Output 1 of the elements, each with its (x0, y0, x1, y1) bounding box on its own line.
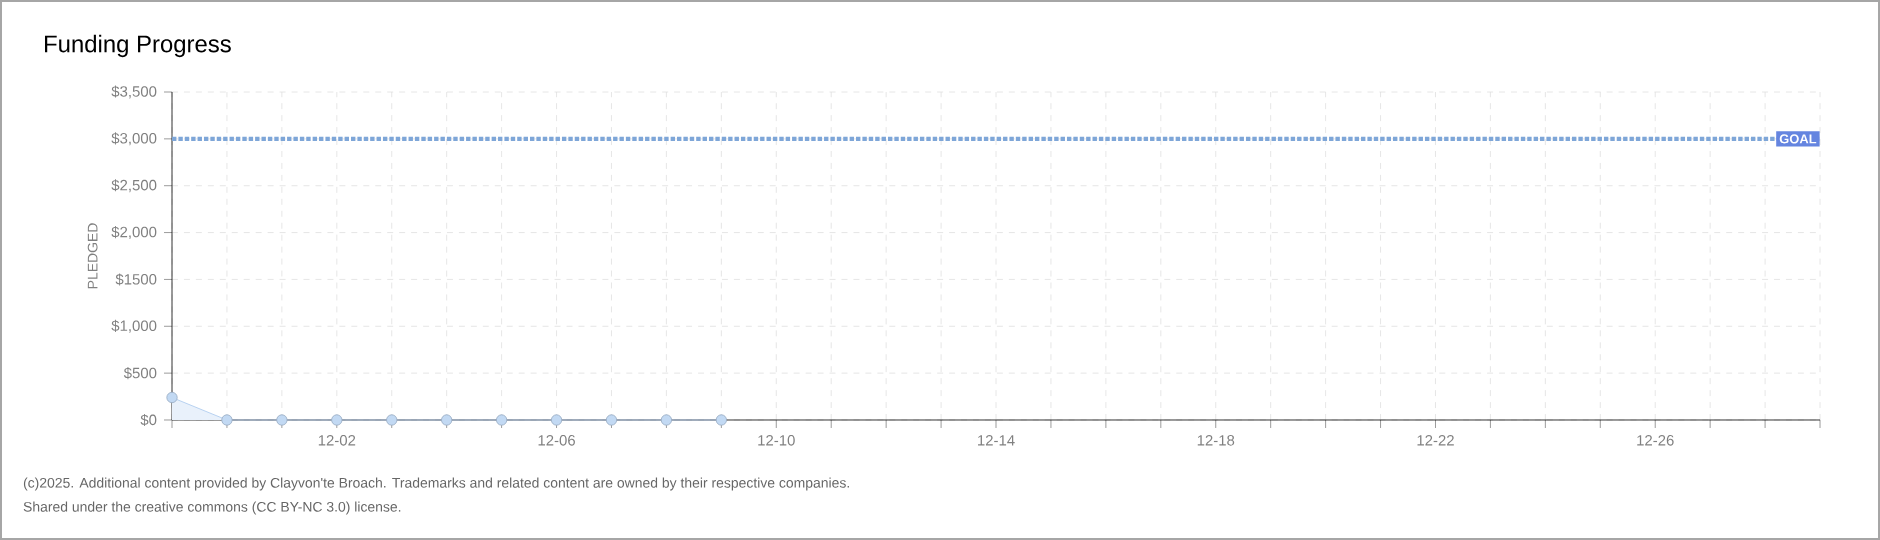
chart-title: Funding Progress (45, 34, 231, 58)
